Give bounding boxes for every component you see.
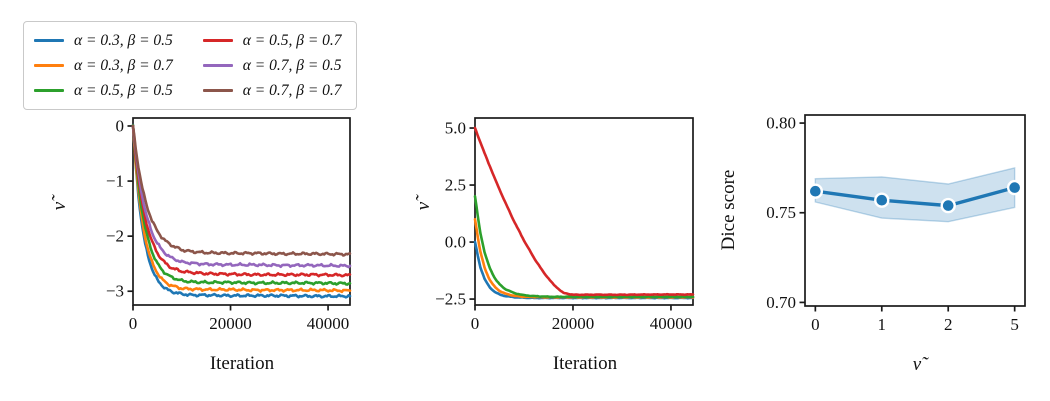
- left-plot: 0 20000 40000 0 −1 −2 −3 Iteration ν̃: [49, 116, 352, 374]
- data-point-marker-3: [1006, 179, 1023, 196]
- legend-item-1: α = 0.3, β = 0.7: [34, 54, 173, 77]
- axis-label: ν̃: [913, 354, 929, 375]
- tick-label: 0: [116, 116, 125, 135]
- tick-label: 40000: [307, 314, 350, 333]
- right-plot: 0 1 2 5 0.80 0.75 0.70 ν̃ Dice score: [718, 114, 1026, 375]
- legend-item-label: α = 0.5, β = 0.7: [242, 32, 342, 49]
- legend-item-label: α = 0.3, β = 0.7: [74, 57, 173, 74]
- legend-line-swatch: [202, 38, 233, 43]
- confidence-band: [814, 167, 1016, 223]
- data-point-marker-1: [874, 192, 890, 208]
- legend-line-swatch: [202, 63, 233, 68]
- axis-label: Iteration: [210, 353, 275, 374]
- tick-label: 5.0: [445, 119, 466, 138]
- tick-label: 0: [471, 314, 480, 333]
- legend-item-5: α = 0.7, β = 0.7: [202, 79, 342, 102]
- data-point-marker-2: [940, 197, 956, 214]
- axis-label: Dice score: [718, 170, 739, 251]
- tick-label: 2.5: [445, 176, 466, 195]
- axis-label: Iteration: [553, 353, 618, 374]
- legend-item-0: α = 0.3, β = 0.5: [34, 29, 173, 52]
- tick-label: 40000: [650, 314, 693, 333]
- tick-label: 0.0: [445, 233, 466, 252]
- tick-label: 0: [811, 315, 820, 334]
- legend-item-3: α = 0.5, β = 0.7: [202, 29, 342, 52]
- legend-line-swatch: [202, 88, 233, 93]
- tick-label: 0: [129, 314, 138, 333]
- legend-item-4: α = 0.7, β = 0.5: [202, 54, 342, 77]
- legend-item-2: α = 0.5, β = 0.5: [34, 79, 173, 102]
- plot-frame: [474, 117, 694, 306]
- series-line-4: [131, 125, 352, 269]
- series-line-3: [131, 124, 352, 278]
- legend-line-swatch: [34, 88, 64, 93]
- series-line-0: [131, 123, 352, 299]
- tick-label: −3: [106, 282, 124, 301]
- middle-plot: 0 20000 40000 5.0 2.5 0.0 −2.5 Iteration ν̃: [413, 117, 695, 374]
- legend-line-swatch: [34, 63, 64, 68]
- tick-label: −2: [106, 227, 124, 246]
- tick-label: 0.75: [766, 203, 796, 222]
- series-line-1: [473, 218, 695, 299]
- legend-item-label: α = 0.7, β = 0.5: [242, 57, 342, 74]
- tick-label: −2.5: [435, 290, 466, 309]
- tick-label: 1: [878, 315, 887, 334]
- legend-line-swatch: [34, 38, 64, 43]
- series-line-2: [131, 124, 352, 286]
- legend-item-label: α = 0.3, β = 0.5: [74, 32, 173, 49]
- tick-label: 20000: [552, 314, 595, 333]
- tick-label: −1: [106, 172, 124, 191]
- tick-label: 5: [1010, 315, 1019, 334]
- tick-label: 0.80: [766, 114, 796, 133]
- mean-line: [813, 185, 1017, 208]
- series-line-3: [473, 126, 695, 297]
- series-line-5: [131, 124, 352, 257]
- tick-label: 20000: [209, 314, 252, 333]
- legend-item-label: α = 0.7, β = 0.7: [242, 82, 342, 99]
- tick-label: 2: [944, 315, 953, 334]
- series-line-2: [473, 195, 695, 299]
- legend: α = 0.3, β = 0.5 α = 0.3, β = 0.7 α = 0.5,…: [23, 21, 357, 110]
- data-point-marker-0: [807, 183, 824, 199]
- axis-label: ν̃: [413, 194, 434, 210]
- axis-label: ν̃: [49, 194, 70, 210]
- plot-frame: [132, 117, 351, 306]
- series-line-1: [131, 124, 352, 294]
- legend-item-label: α = 0.5, β = 0.5: [74, 82, 173, 99]
- tick-label: 0.70: [766, 293, 796, 312]
- plot-frame: [804, 114, 1026, 307]
